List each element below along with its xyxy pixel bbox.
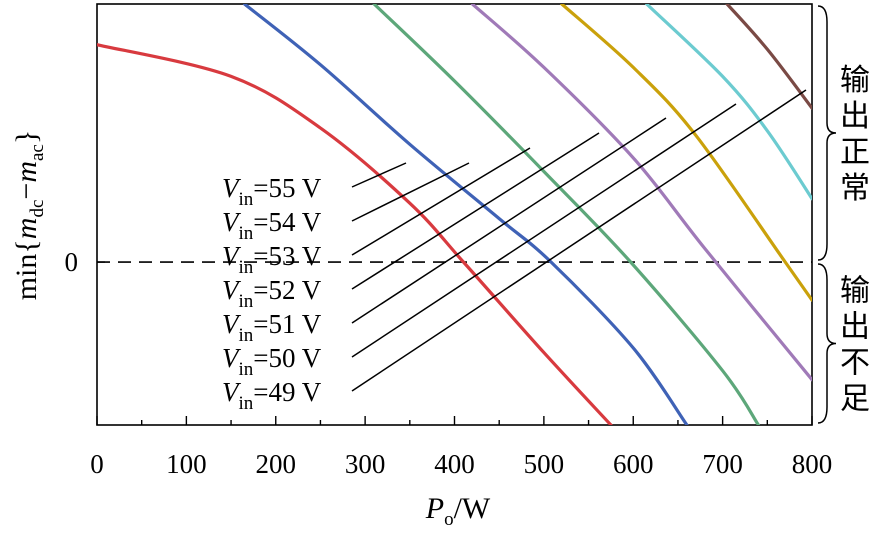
series-label-value: =55 V xyxy=(253,173,321,203)
x-tick-label: 400 xyxy=(434,449,475,479)
series-label: Vin=51 V xyxy=(222,309,322,346)
annotation-char: 出 xyxy=(840,99,870,134)
series-label-subscript: in xyxy=(239,189,254,210)
y-axis-title-prefix: min{ xyxy=(10,239,43,300)
series-label: Vin=55 V xyxy=(222,173,322,210)
series-label-value: =54 V xyxy=(253,207,321,237)
y-tick-label: 0 xyxy=(65,247,79,277)
series-label-subscript: in xyxy=(239,291,254,312)
y-axis-title-sub2: ac xyxy=(27,144,48,161)
series-line-52v xyxy=(470,4,812,382)
y-axis-title: min{mdc−mac} xyxy=(10,130,48,301)
annotation-char: 不 xyxy=(840,346,870,381)
leader-line xyxy=(351,162,407,188)
series-line-50v xyxy=(242,4,689,425)
series-label: Vin=54 V xyxy=(222,207,322,244)
series-label: Vin=52 V xyxy=(222,275,322,312)
series-label: Vin=53 V xyxy=(222,241,322,278)
series-label-subscript: in xyxy=(239,325,254,346)
x-tick-label: 100 xyxy=(166,449,207,479)
x-tick-label: 300 xyxy=(345,449,386,479)
series-label-symbol: V xyxy=(222,241,242,271)
series-label-symbol: V xyxy=(222,207,242,237)
x-axis-title-symbol: P xyxy=(425,492,444,525)
x-tick-label: 200 xyxy=(256,449,297,479)
y-axis-title-m1: m xyxy=(10,218,43,240)
series-label-subscript: in xyxy=(239,359,254,380)
series-label-value: =50 V xyxy=(253,343,321,373)
annotation-char: 常 xyxy=(840,171,870,206)
series-label-symbol: V xyxy=(222,309,242,339)
annotation-char: 输 xyxy=(840,274,870,309)
series-line-55v xyxy=(725,4,812,110)
y-axis-title-suffix: } xyxy=(10,130,43,144)
annotation-char: 出 xyxy=(840,310,870,345)
series-label-value: =53 V xyxy=(253,241,321,271)
series-label-symbol: V xyxy=(222,173,242,203)
series-line-49v xyxy=(97,43,613,425)
leader-line xyxy=(351,132,600,290)
series-label: Vin=49 V xyxy=(222,377,322,414)
leader-line xyxy=(351,89,807,392)
y-axis-title-minus: − xyxy=(10,183,43,200)
series-label: Vin=50 V xyxy=(222,343,322,380)
series-label-subscript: in xyxy=(239,393,254,414)
leader-line xyxy=(351,162,470,222)
series-label-value: =52 V xyxy=(253,275,321,305)
leader-line xyxy=(351,117,667,324)
series-label-value: =51 V xyxy=(253,309,321,339)
x-tick-label: 500 xyxy=(524,449,565,479)
series-line-54v xyxy=(645,4,812,201)
annotation-brace xyxy=(817,263,837,424)
y-axis-title-m2: m xyxy=(10,161,43,183)
series-label-subscript: in xyxy=(239,257,254,278)
leader-line xyxy=(351,103,737,358)
annotation-brace xyxy=(817,5,837,261)
series-label-symbol: V xyxy=(222,343,242,373)
y-axis-title-sub1: dc xyxy=(27,200,48,218)
series-label-subscript: in xyxy=(239,223,254,244)
leader-line xyxy=(351,147,531,256)
x-axis-title-subscript: o xyxy=(444,509,454,529)
x-tick-label: 800 xyxy=(792,449,833,479)
series-label-value: =49 V xyxy=(253,377,321,407)
series-curves xyxy=(97,4,812,425)
x-tick-label: 600 xyxy=(613,449,654,479)
annotation-char: 正 xyxy=(840,135,870,170)
x-axis-title: Po/W xyxy=(425,492,491,529)
series-label-symbol: V xyxy=(222,275,242,305)
x-axis-title-unit: /W xyxy=(454,492,491,525)
x-tick-label: 0 xyxy=(90,449,104,479)
annotation-char: 足 xyxy=(840,382,870,417)
series-line-53v xyxy=(560,4,812,302)
annotation-char: 输 xyxy=(840,63,870,98)
series-label-symbol: V xyxy=(222,377,242,407)
x-tick-label: 700 xyxy=(702,449,743,479)
series-line-51v xyxy=(372,4,760,425)
